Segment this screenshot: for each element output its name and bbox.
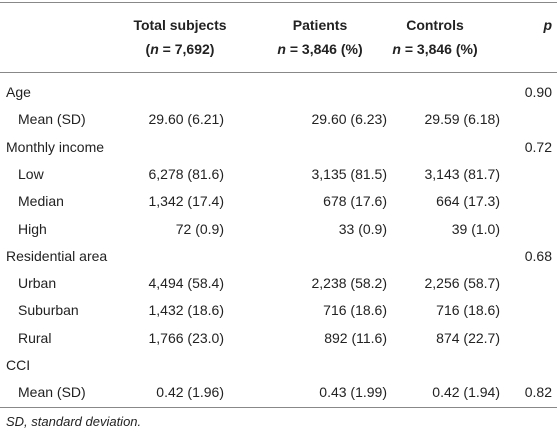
cell: 2,238 (58.2) bbox=[311, 275, 388, 292]
section-label: Residential area bbox=[6, 247, 108, 264]
section-label: CCI bbox=[6, 357, 31, 373]
column-n-part: n bbox=[277, 41, 286, 57]
cell: 39 (1.0) bbox=[451, 220, 500, 237]
row-label: Urban bbox=[18, 275, 57, 292]
cell: 6,278 (81.6) bbox=[148, 165, 225, 182]
p-value: 0.68 bbox=[524, 247, 552, 264]
cell: 0.43 (1.99) bbox=[319, 384, 387, 401]
column-n-part: = 3,846 (%) bbox=[285, 41, 363, 57]
column-n: n = 3,846 (%) bbox=[240, 40, 400, 58]
rule bbox=[0, 72, 557, 73]
column-n-part: n bbox=[150, 41, 159, 57]
column-n-part: = 3,846 (%) bbox=[400, 41, 478, 57]
column-n: n = 3,846 (%) bbox=[355, 40, 515, 58]
cell: 3,143 (81.7) bbox=[424, 165, 501, 182]
cell: 0.42 (1.96) bbox=[156, 384, 224, 401]
column-title: Patients bbox=[292, 17, 348, 33]
row-label: Suburban bbox=[18, 302, 79, 319]
cell: 716 (18.6) bbox=[436, 302, 500, 319]
p-value: 0.90 bbox=[524, 84, 552, 100]
column-title: Total subjects bbox=[133, 17, 227, 33]
row-label: Low bbox=[18, 165, 44, 182]
rule bbox=[0, 407, 557, 408]
cell: 892 (11.6) bbox=[324, 329, 387, 346]
cell: 2,256 (58.7) bbox=[424, 275, 501, 292]
cell: 1,342 (17.4) bbox=[148, 193, 225, 210]
row-label: Rural bbox=[18, 329, 52, 346]
column-n-part: ( bbox=[145, 41, 151, 57]
column-n-part: n bbox=[392, 41, 401, 57]
cell: 0.42 (1.94) bbox=[432, 384, 500, 401]
column-n: (n = 7,692) bbox=[100, 40, 260, 58]
cell: 29.60 (6.23) bbox=[311, 111, 388, 128]
column-n-part: = 7,692) bbox=[158, 41, 215, 57]
cell: 1,766 (23.0) bbox=[148, 329, 225, 346]
cell: 664 (17.3) bbox=[436, 193, 500, 210]
cell: 678 (17.6) bbox=[323, 193, 387, 210]
row-label: Median bbox=[18, 193, 64, 210]
row-label: Mean (SD) bbox=[18, 384, 86, 401]
row-label: Mean (SD) bbox=[18, 111, 86, 128]
column-title: Controls bbox=[406, 17, 464, 33]
cell: 716 (18.6) bbox=[323, 302, 387, 319]
cell: 33 (0.9) bbox=[338, 220, 387, 237]
p-value: 0.72 bbox=[524, 138, 552, 155]
section-label: Age bbox=[6, 84, 31, 100]
rule bbox=[0, 2, 557, 3]
cell: 4,494 (58.4) bbox=[148, 275, 225, 292]
cell: 72 (0.9) bbox=[175, 220, 224, 237]
section-label: Monthly income bbox=[6, 138, 105, 155]
p-value: 0.82 bbox=[524, 384, 552, 401]
cell: 1,432 (18.6) bbox=[148, 302, 225, 319]
footnote: SD, standard deviation. bbox=[6, 414, 142, 429]
cell: 29.59 (6.18) bbox=[424, 111, 501, 128]
row-label: High bbox=[18, 220, 47, 237]
cell: 29.60 (6.21) bbox=[148, 111, 225, 128]
p-header: p bbox=[543, 17, 552, 33]
cell: 874 (22.7) bbox=[436, 329, 500, 346]
cell: 3,135 (81.5) bbox=[311, 165, 388, 182]
